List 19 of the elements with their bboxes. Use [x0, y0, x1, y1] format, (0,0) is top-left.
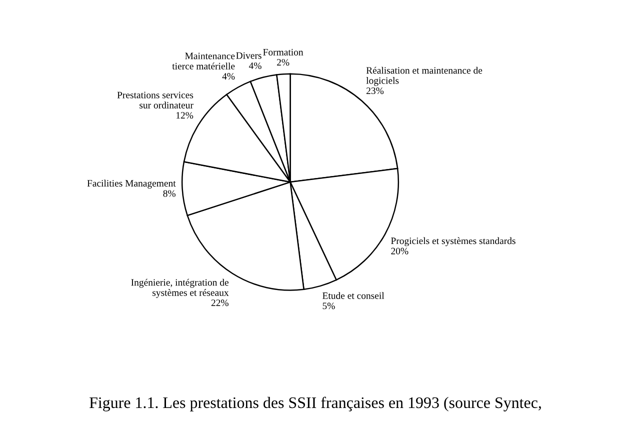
data-label: 4% [222, 73, 235, 80]
slice-label: Maintenance tierce matérielle [172, 52, 235, 70]
slice-label: Ingénierie, intégration de systèmes et réseaux [131, 278, 229, 298]
data-label: 8% [163, 190, 176, 197]
data-label: 23% [366, 87, 384, 94]
slice-label: Prestations services sur ordinateur [117, 92, 194, 108]
data-label: 22% [211, 300, 228, 306]
data-label: 12% [176, 112, 194, 119]
data-label: 20% [391, 248, 408, 254]
slice-label: Formation [263, 48, 304, 56]
data-label: 2% [277, 59, 290, 66]
caption: Figure 1.1. Les prestations des SSII françaises en 1993 (source Syntec, [90, 396, 541, 412]
slice-label: Etude et conseil [322, 292, 384, 299]
data-label: 5% [322, 302, 335, 310]
slice-label: Divers [236, 52, 262, 59]
slice-label: Facilities Management [87, 180, 176, 189]
slice-label: Progiciels et systèmes standards [391, 237, 516, 246]
slice-label: Réalisation et maintenance de logiciels [366, 66, 482, 86]
data-label: 4% [248, 62, 262, 70]
